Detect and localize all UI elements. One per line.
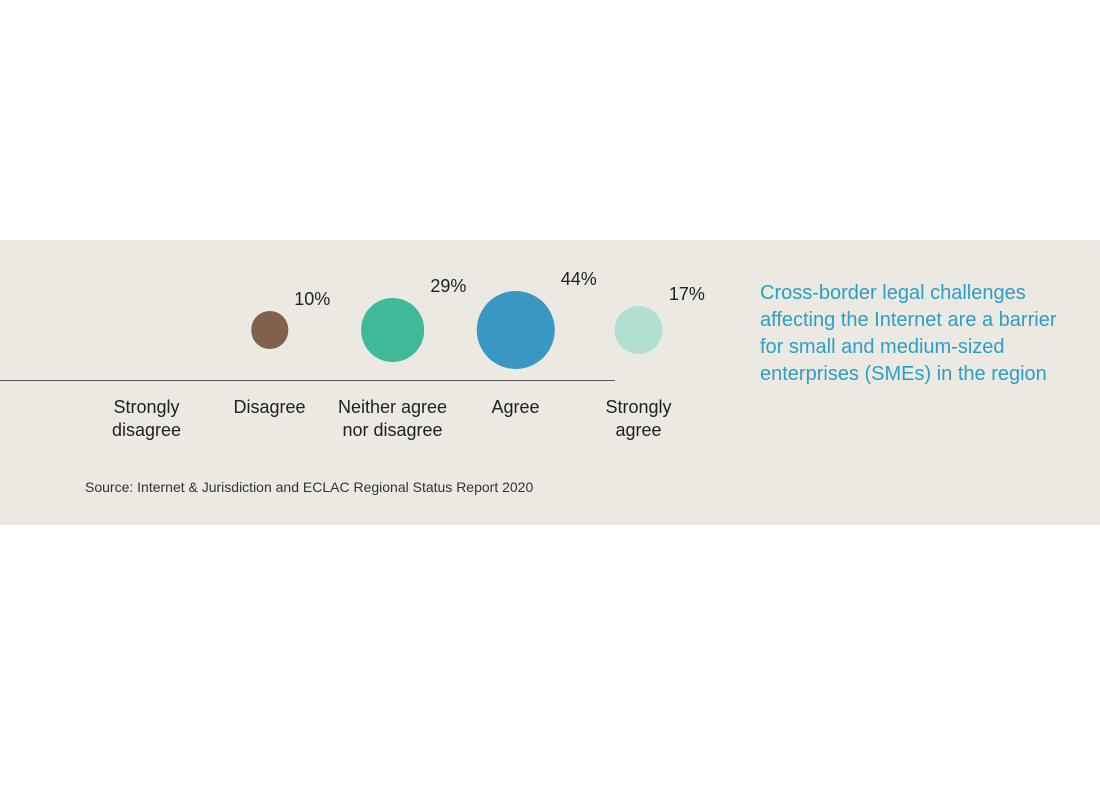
bubble-value-label: 17% — [669, 284, 705, 305]
bubble-2: 29% — [331, 240, 454, 380]
bubble-circle — [251, 311, 288, 348]
category-label: Neither agreenor disagree — [331, 396, 454, 443]
category-label: Stronglydisagree — [85, 396, 208, 443]
bubble-circle — [614, 306, 663, 355]
infographic-panel: 10%29%44%17% StronglydisagreeDisagreeNei… — [0, 240, 1100, 525]
bubble-circle — [476, 291, 555, 370]
bubble-4: 17% — [577, 240, 700, 380]
source-text: Source: Internet & Jurisdiction and ECLA… — [85, 479, 533, 495]
bubble-row: 10%29%44%17% — [85, 240, 700, 380]
bubble-3: 44% — [454, 240, 577, 380]
chart-title: Cross-border legal challenges affecting … — [760, 280, 1060, 388]
category-label: Stronglyagree — [577, 396, 700, 443]
bubble-circle — [361, 298, 425, 362]
bubble-0 — [85, 240, 208, 380]
chart-area: 10%29%44%17% StronglydisagreeDisagreeNei… — [0, 240, 720, 525]
category-label: Agree — [454, 396, 577, 443]
bubble-value-label: 10% — [294, 289, 330, 310]
axis-line — [0, 380, 615, 381]
bubble-1: 10% — [208, 240, 331, 380]
category-label: Disagree — [208, 396, 331, 443]
title-area: Cross-border legal challenges affecting … — [720, 240, 1100, 525]
category-labels: StronglydisagreeDisagreeNeither agreenor… — [85, 396, 700, 443]
